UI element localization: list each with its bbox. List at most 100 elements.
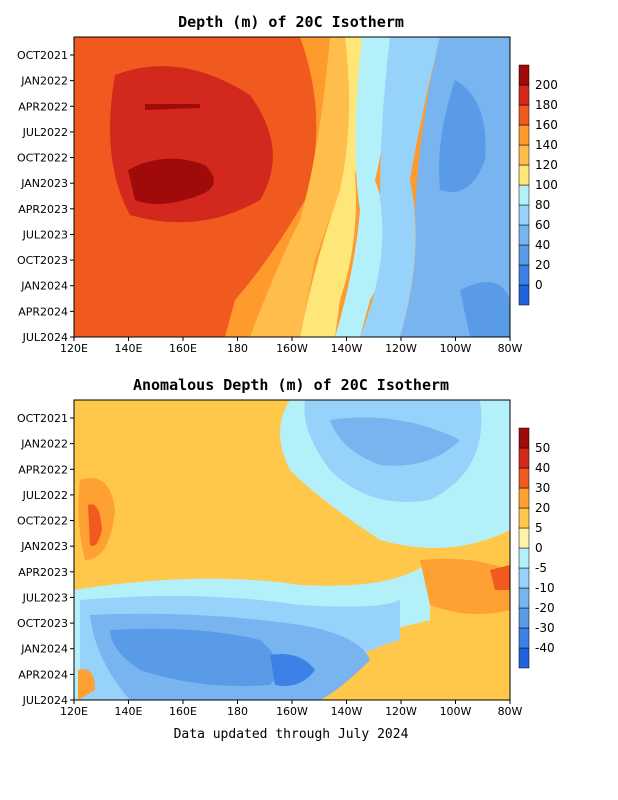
colorbar-swatch: [518, 224, 530, 246]
colorbar-level-label: 140: [535, 138, 558, 152]
y-tick-label: JUL2023: [22, 228, 68, 241]
x-tick-label: 100W: [440, 705, 472, 718]
anomaly-panel: Anomalous Depth (m) of 20C Isotherm 120E…: [17, 376, 555, 718]
colorbar-level-label: 50: [535, 441, 550, 455]
depth-panel: Depth (m) of 20C Isotherm 120E 140E 160E 18…: [17, 13, 558, 355]
colorbar-level-label: 30: [535, 481, 550, 495]
colorbar-level-label: -5: [535, 561, 547, 575]
colorbar-level-label: 20: [535, 258, 550, 272]
colorbar-swatch: [518, 64, 530, 86]
y-tick-label: APR2022: [18, 100, 68, 113]
y-tick-label: APR2022: [18, 463, 68, 476]
depth-y-ticks: OCT2021 JAN2022 APR2022 JUL2022 OCT2022 JAN20…: [17, 49, 74, 344]
colorbar-level-label: -30: [535, 621, 555, 635]
x-tick-label: 160W: [276, 705, 308, 718]
contour-max-core: [128, 158, 214, 204]
colorbar-swatch: [518, 124, 530, 146]
colorbar-swatch: [518, 587, 530, 609]
anomaly-colorbar: -40 -30 -20 -10 -5 0 5 20 30 40 50: [518, 427, 555, 669]
x-tick-label: 140E: [115, 705, 143, 718]
contour-40-a: [439, 80, 486, 192]
y-tick-label: OCT2021: [17, 49, 68, 62]
colorbar-swatch: [518, 487, 530, 509]
colorbar-swatch: [518, 507, 530, 529]
colorbar-swatch: [518, 164, 530, 186]
colorbar-swatch: [518, 204, 530, 226]
colorbar-level-label: 160: [535, 118, 558, 132]
colorbar-level-label: 40: [535, 238, 550, 252]
colorbar-swatch: [518, 647, 530, 669]
colorbar-swatch: [518, 264, 530, 286]
contour-120: [300, 37, 364, 337]
x-tick-label: 160W: [276, 342, 308, 355]
colorbar-swatch: [518, 567, 530, 589]
x-tick-label: 140W: [331, 705, 363, 718]
y-tick-label: OCT2022: [17, 515, 68, 528]
colorbar-swatch: [518, 144, 530, 166]
colorbar-level-label: 40: [535, 461, 550, 475]
y-tick-label: OCT2023: [17, 617, 68, 630]
colorbar-swatch: [518, 84, 530, 106]
y-tick-label: JAN2024: [20, 643, 68, 656]
anomaly-pos-sw-30: [78, 669, 95, 700]
anomaly-neg-east-10: [330, 417, 460, 466]
x-tick-label: 180: [227, 705, 248, 718]
contour-max-streak: [145, 104, 200, 110]
y-tick-label: APR2024: [18, 668, 68, 681]
colorbar-swatch: [518, 184, 530, 206]
colorbar-level-label: 80: [535, 198, 550, 212]
anomaly-pos-east-30: [420, 558, 510, 614]
contour-80: [360, 37, 440, 337]
x-tick-label: 180: [227, 342, 248, 355]
colorbar-level-label: 0: [535, 278, 543, 292]
colorbar-level-label: 5: [535, 521, 543, 535]
y-tick-label: JAN2023: [20, 540, 68, 553]
anomaly-y-ticks: OCT2021 JAN2022 APR2022 JUL2022 OCT2022 JAN20…: [17, 412, 74, 707]
colorbar-level-label: 20: [535, 501, 550, 515]
y-tick-label: OCT2023: [17, 254, 68, 267]
colorbar-swatch: [518, 244, 530, 266]
anomaly-x-ticks: 120E 140E 160E 180 160W 140W 120W 100W 80W: [60, 700, 523, 718]
x-tick-label: 140E: [115, 342, 143, 355]
contour-100: [335, 37, 390, 337]
y-tick-label: JUL2024: [22, 331, 68, 344]
anomaly-panel-title: Anomalous Depth (m) of 20C Isotherm: [133, 376, 449, 394]
y-tick-label: APR2023: [18, 203, 68, 216]
x-tick-label: 140W: [331, 342, 363, 355]
y-tick-label: JAN2023: [20, 177, 68, 190]
x-tick-label: 120W: [385, 705, 417, 718]
y-tick-label: OCT2022: [17, 152, 68, 165]
depth-panel-title: Depth (m) of 20C Isotherm: [178, 13, 404, 31]
contour-40-b: [460, 282, 510, 337]
contour-140: [250, 37, 349, 337]
anomaly-neg-west-20: [110, 628, 278, 686]
x-tick-label: 160E: [169, 705, 197, 718]
y-tick-label: APR2023: [18, 566, 68, 579]
anomaly-neg-west-30: [270, 654, 315, 686]
x-tick-label: 100W: [440, 342, 472, 355]
colorbar-level-label: 200: [535, 78, 558, 92]
y-tick-label: JAN2022: [20, 438, 68, 451]
colorbar-swatch: [518, 547, 530, 569]
x-tick-label: 80W: [498, 705, 523, 718]
colorbar-swatch: [518, 607, 530, 629]
y-tick-label: JUL2024: [22, 694, 68, 707]
colorbar-level-label: 180: [535, 98, 558, 112]
anomaly-pos-west-40: [88, 504, 102, 546]
x-tick-label: 120E: [60, 705, 88, 718]
x-tick-label: 80W: [498, 342, 523, 355]
x-tick-label: 160E: [169, 342, 197, 355]
colorbar-level-label: 0: [535, 541, 543, 555]
colorbar-level-label: 120: [535, 158, 558, 172]
depth-field: [74, 37, 510, 337]
colorbar-level-label: 100: [535, 178, 558, 192]
x-tick-label: 120E: [60, 342, 88, 355]
anomaly-field: [74, 400, 510, 700]
footer-note: Data updated through July 2024: [174, 727, 409, 742]
colorbar-level-label: -20: [535, 601, 555, 615]
colorbar-swatch: [518, 467, 530, 489]
colorbar-level-label: -40: [535, 641, 555, 655]
y-tick-label: JAN2024: [20, 280, 68, 293]
y-tick-label: JAN2022: [20, 75, 68, 88]
